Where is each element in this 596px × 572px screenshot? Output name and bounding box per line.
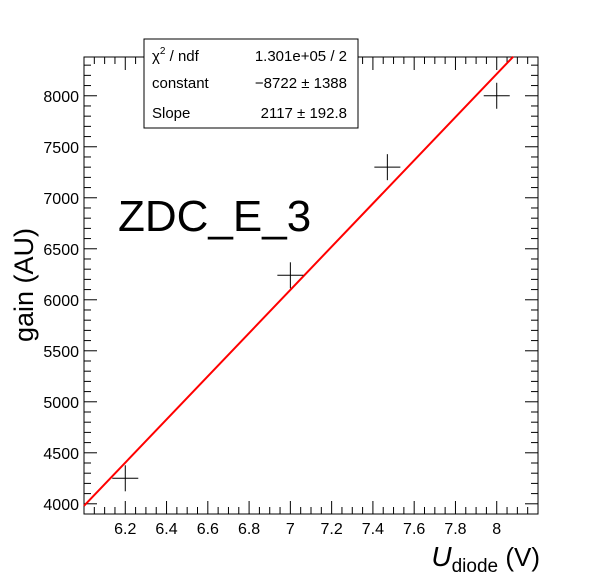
stats-row-value: −8722 ± 1388 bbox=[255, 75, 347, 92]
data-point bbox=[483, 82, 510, 109]
y-tick-label: 4000 bbox=[43, 497, 79, 514]
x-tick-label: 6.6 bbox=[197, 521, 219, 538]
data-points bbox=[112, 82, 510, 492]
y-tick-label: 5500 bbox=[43, 344, 79, 361]
x-tick-label: 7.8 bbox=[444, 521, 466, 538]
y-tick-label: 7500 bbox=[43, 140, 79, 157]
y-tick-label: 4500 bbox=[43, 446, 79, 463]
y-tick-label: 7000 bbox=[43, 191, 79, 208]
y-tick-label: 6500 bbox=[43, 242, 79, 259]
x-tick-label: 7 bbox=[286, 521, 295, 538]
stats-label-sup: 2 bbox=[160, 46, 166, 57]
fit-line bbox=[83, 55, 514, 507]
x-tick-label: 6.8 bbox=[238, 521, 260, 538]
stats-row-label: χ2 / ndf bbox=[152, 46, 200, 65]
x-tick-label: 7.6 bbox=[403, 521, 425, 538]
stats-label-rest: / ndf bbox=[165, 48, 199, 65]
stats-row-label: constant bbox=[152, 75, 210, 92]
x-axis-ticks: 6.2 6.4 6.6 6.8 7 7.2 7.4 7.6 7.8 8 bbox=[83, 57, 539, 538]
y-tick-label: 8000 bbox=[43, 89, 79, 106]
data-point bbox=[277, 262, 304, 289]
y-axis-ticks: 4000 4500 5000 5500 6000 6500 7000 7500 8000 bbox=[43, 64, 538, 515]
data-point bbox=[374, 154, 401, 181]
stats-label-main: χ bbox=[152, 48, 160, 65]
y-tick-label: 5000 bbox=[43, 395, 79, 412]
x-axis-title: Udiode (V) bbox=[431, 541, 540, 572]
stats-box-frame bbox=[143, 38, 359, 129]
stats-row-value: 1.301e+05 / 2 bbox=[255, 48, 347, 65]
fit-layer bbox=[83, 55, 514, 507]
x-axis-title-suffix: (V) bbox=[498, 542, 540, 572]
stats-row-value: 2117 ± 192.8 bbox=[261, 105, 347, 122]
x-tick-label: 7.2 bbox=[321, 521, 343, 538]
chart-annotation: ZDC_E_3 bbox=[118, 192, 311, 241]
x-tick-label: 6.4 bbox=[155, 521, 177, 538]
stats-row-label: Slope bbox=[152, 105, 190, 122]
y-tick-label: 6000 bbox=[43, 293, 79, 310]
x-axis-title-main: U bbox=[431, 541, 452, 572]
x-tick-label: 8 bbox=[492, 521, 501, 538]
data-point bbox=[112, 465, 139, 492]
x-tick-label: 7.4 bbox=[362, 521, 384, 538]
fit-stats-box: χ2 / ndf 1.301e+05 / 2 constant −8722 ± … bbox=[143, 38, 359, 129]
y-axis-title: gain (AU) bbox=[9, 228, 39, 342]
x-tick-label: 6.2 bbox=[114, 521, 136, 538]
x-axis-title-sub: diode bbox=[452, 556, 499, 572]
